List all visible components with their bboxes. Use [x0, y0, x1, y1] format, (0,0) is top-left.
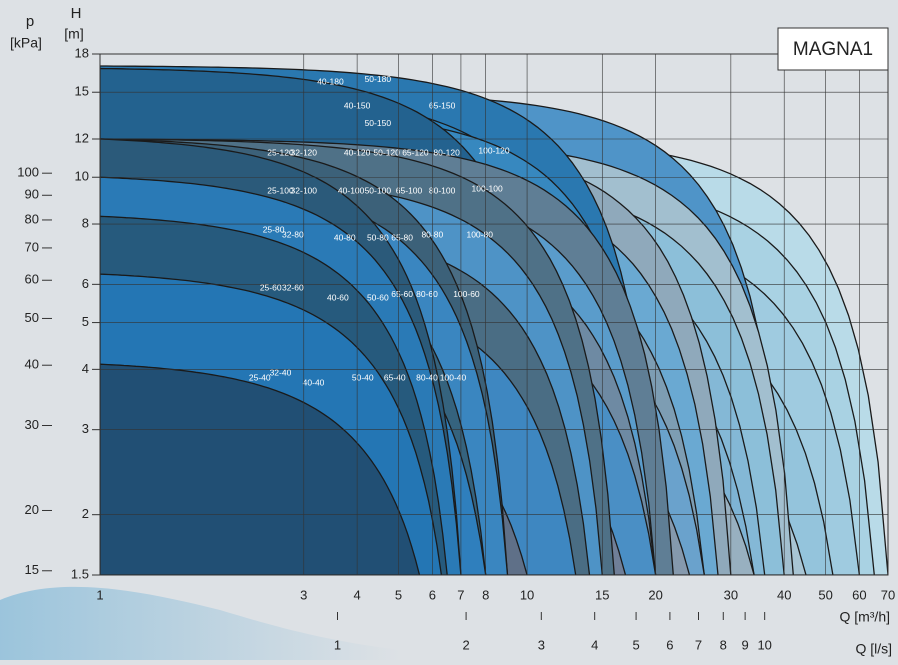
x-tick-label: 8	[482, 587, 489, 602]
y2-tick-label: 40	[25, 357, 39, 372]
y-tick-label: 10	[75, 169, 89, 184]
x-tick-label: 20	[648, 587, 662, 602]
region-label: 65-150	[429, 100, 456, 110]
x2-tick-label: 9	[742, 637, 749, 652]
region-label: 40-80	[334, 232, 356, 242]
y-tick-label: 12	[75, 130, 89, 145]
x-tick-label: 3	[300, 587, 307, 602]
x-tick-label: 60	[852, 587, 866, 602]
y-tick-label: 1.5	[71, 566, 89, 581]
x-tick-label: 30	[724, 587, 738, 602]
y2-tick-label: 20	[25, 502, 39, 517]
x-tick-label: 70	[881, 587, 895, 602]
y2-tick-label: 50	[25, 310, 39, 325]
region-label: 65-120	[402, 147, 429, 157]
y2-tick-label: 100	[17, 165, 39, 180]
region-label: 50-80	[367, 232, 389, 242]
y-tick-label: 15	[75, 84, 89, 99]
region-label: 100-100	[472, 183, 503, 193]
region-label: 80-120	[433, 147, 460, 157]
y-tick-label: 6	[82, 276, 89, 291]
y2-unit: [kPa]	[10, 35, 42, 51]
region-label: 40-100	[338, 185, 365, 195]
region-label: 100-80	[466, 230, 493, 240]
y2-tick-label: 60	[25, 272, 39, 287]
x-tick-label: 5	[395, 587, 402, 602]
title-box	[777, 27, 889, 71]
x2-tick-label: 4	[591, 637, 598, 652]
x2-tick-label: 7	[695, 637, 702, 652]
region-label: 100-120	[478, 146, 509, 156]
x-tick-label: 40	[777, 587, 791, 602]
region-label: 80-40	[416, 372, 438, 382]
x-tick-label: 4	[354, 587, 361, 602]
x-tick-label: 50	[818, 587, 832, 602]
x2-tick-label: 2	[462, 637, 469, 652]
regions: 100-120 100-100 100-80 100-60 100-40 65-150 80…	[100, 65, 888, 575]
region-label: 32-80	[282, 230, 304, 240]
region-label: 32-60	[282, 282, 304, 292]
region-label: 25-40	[249, 372, 271, 382]
x-tick-label: 10	[520, 587, 534, 602]
x2-label: Q [l/s]	[855, 641, 892, 657]
region-label: 80-100	[429, 185, 456, 195]
region-label: 50-180	[365, 74, 392, 84]
y-tick-label: 3	[82, 421, 89, 436]
pump-region	[100, 363, 421, 575]
region-label: 25-120	[267, 147, 294, 157]
y2-tick-label: 70	[25, 239, 39, 254]
x2-tick-label: 8	[720, 637, 727, 652]
region-label: 65-60	[391, 289, 413, 299]
region-label: 80-60	[416, 289, 438, 299]
x2-tick-label: 6	[666, 637, 673, 652]
x-label: Q [m³/h]	[839, 609, 890, 625]
region-label: 50-120	[373, 147, 400, 157]
region-label: 50-40	[352, 372, 374, 382]
x2-tick-label: 1	[334, 637, 341, 652]
region-label: 100-40	[440, 372, 467, 382]
x2-tick-label: 3	[538, 637, 545, 652]
region-label: 65-100	[396, 185, 423, 195]
region-label: 65-80	[391, 232, 413, 242]
y2-tick-label: 80	[25, 211, 39, 226]
region-label: 50-150	[365, 118, 392, 128]
y2-tick-label: 90	[25, 187, 39, 202]
region-label: 100-60	[453, 289, 480, 299]
x2-tick-label: 10	[757, 637, 771, 652]
x2-tick-label: 5	[632, 637, 639, 652]
x-tick-label: 7	[457, 587, 464, 602]
plot-frame	[99, 53, 889, 576]
chart-title: MAGNA1	[793, 39, 873, 60]
x-tick-label: 1	[96, 587, 103, 602]
y2-tick-label: 15	[25, 562, 39, 577]
y-unit: [m]	[64, 26, 83, 42]
y-tick-label: 2	[82, 506, 89, 521]
y2-label: p	[26, 13, 34, 30]
region-label: 25-100	[267, 185, 294, 195]
region-label: 65-40	[384, 372, 406, 382]
region-label: 25-60	[260, 282, 282, 292]
y-tick-label: 5	[82, 314, 89, 329]
y-tick-label: 8	[82, 215, 89, 230]
region-label: 40-60	[327, 293, 349, 303]
y2-tick-label: 30	[25, 417, 39, 432]
y-tick-label: 18	[75, 45, 89, 60]
x-tick-label: 15	[595, 587, 609, 602]
region-label: 50-60	[367, 293, 389, 303]
region-label: 40-180	[317, 77, 344, 87]
region-label: 25-80	[263, 225, 285, 235]
y-label: H	[71, 5, 82, 22]
region-label: 32-40	[270, 367, 292, 377]
water-splash	[0, 586, 400, 660]
region-label: 50-100	[365, 185, 392, 195]
region-label: 40-40	[303, 378, 325, 388]
y-tick-label: 4	[82, 361, 89, 376]
x-tick-label: 6	[429, 587, 436, 602]
